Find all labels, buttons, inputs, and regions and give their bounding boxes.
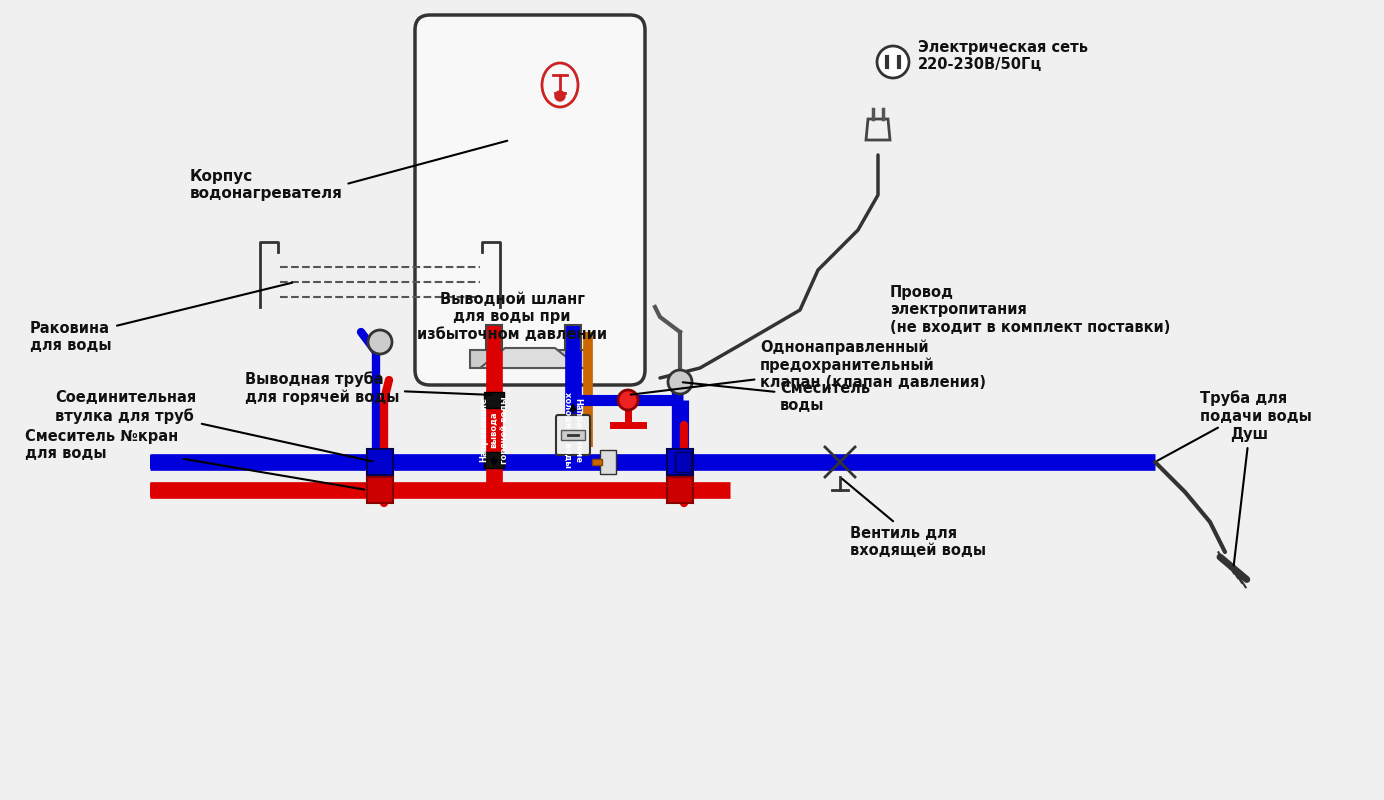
Bar <box>592 459 602 465</box>
Bar <box>601 450 616 474</box>
Text: Соединительная
втулка для труб: Соединительная втулка для труб <box>55 390 372 462</box>
Circle shape <box>619 390 638 410</box>
Text: Однонаправленный
предохранительный
клапан (клапан давления): Однонаправленный предохранительный клапа… <box>631 339 985 394</box>
Text: Электрическая сеть
220-230В/50Гц: Электрическая сеть 220-230В/50Гц <box>918 40 1088 72</box>
Bar <box>367 477 393 503</box>
Circle shape <box>877 46 909 78</box>
Circle shape <box>668 370 692 394</box>
Circle shape <box>555 91 565 101</box>
FancyBboxPatch shape <box>415 15 645 385</box>
Bar <box>484 452 504 468</box>
Bar <box>675 452 691 472</box>
Bar <box>667 477 693 503</box>
Text: Труба для
подачи воды: Труба для подачи воды <box>1157 390 1312 461</box>
Text: Провод
электропитания
(не входит в комплект поставки): Провод электропитания (не входит в компл… <box>890 285 1171 334</box>
Text: Смеситель №кран
для воды: Смеситель №кран для воды <box>25 429 364 490</box>
Polygon shape <box>866 119 890 140</box>
Bar <box>471 350 590 368</box>
Text: Направление
вывода
горячей воды: Направление вывода горячей воды <box>479 396 509 464</box>
Bar <box>561 430 585 440</box>
Bar <box>367 449 393 475</box>
Bar <box>565 325 581 350</box>
Text: Корпус
водонагревателя: Корпус водонагревателя <box>190 141 508 202</box>
Text: Душ: Душ <box>1230 427 1268 566</box>
Text: Выводная труба
для горячей воды: Выводная труба для горячей воды <box>245 371 491 405</box>
Text: Смеситель
воды: Смеситель воды <box>682 381 871 413</box>
Bar <box>667 449 693 475</box>
Bar <box>484 392 504 408</box>
Ellipse shape <box>543 63 579 107</box>
Text: Выводной шланг
для воды при
избыточном давлении: Выводной шланг для воды при избыточном д… <box>417 292 608 342</box>
Text: Вентиль для
входящей воды: Вентиль для входящей воды <box>841 478 985 558</box>
FancyBboxPatch shape <box>556 415 590 455</box>
Text: Направление
холодной воды: Направление холодной воды <box>563 392 583 468</box>
Bar <box>486 325 502 350</box>
Circle shape <box>368 330 392 354</box>
Polygon shape <box>480 348 580 368</box>
Text: Раковина
для воды: Раковина для воды <box>30 282 292 354</box>
